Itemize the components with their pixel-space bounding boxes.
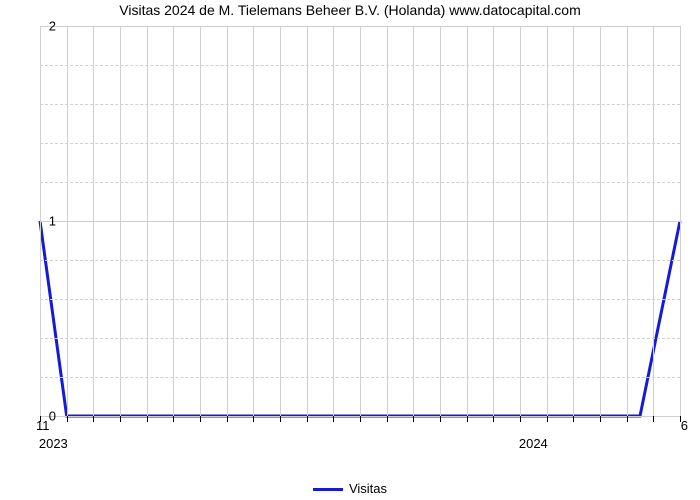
corner-right-value: 6 <box>681 418 688 433</box>
grid-vline <box>547 26 548 416</box>
grid-vline <box>680 26 681 416</box>
grid-vline <box>200 26 201 416</box>
grid-vline <box>360 26 361 416</box>
grid-vline <box>333 26 334 416</box>
grid-vline <box>653 26 654 416</box>
x-tick-mark <box>627 416 628 422</box>
y-tick-label: 1 <box>26 214 56 229</box>
grid-vline <box>627 26 628 416</box>
x-tick-mark <box>93 416 94 422</box>
x-tick-mark <box>253 416 254 422</box>
x-tick-mark <box>467 416 468 422</box>
legend: Visitas <box>0 481 700 496</box>
x-tick-mark <box>440 416 441 422</box>
x-tick-mark <box>280 416 281 422</box>
y-tick-label: 2 <box>26 19 56 34</box>
x-tick-mark <box>520 416 521 422</box>
corner-left-value: 11 <box>36 418 50 433</box>
x-tick-mark <box>360 416 361 422</box>
chart-container: { "chart": { "type": "line", "title": "V… <box>0 0 700 500</box>
x-tick-mark <box>200 416 201 422</box>
x-tick-mark <box>120 416 121 422</box>
x-tick-mark <box>600 416 601 422</box>
grid-vline <box>253 26 254 416</box>
x-tick-mark <box>573 416 574 422</box>
x-tick-mark <box>307 416 308 422</box>
x-tick-mark <box>413 416 414 422</box>
x-year-label: 2023 <box>39 436 68 451</box>
x-year-label: 2024 <box>519 436 548 451</box>
grid-vline <box>307 26 308 416</box>
grid-vline <box>413 26 414 416</box>
grid-vline <box>467 26 468 416</box>
x-tick-mark <box>653 416 654 422</box>
grid-vline <box>147 26 148 416</box>
x-tick-mark <box>387 416 388 422</box>
legend-label: Visitas <box>349 481 387 496</box>
x-tick-mark <box>173 416 174 422</box>
grid-vline <box>227 26 228 416</box>
legend-swatch <box>313 488 343 491</box>
plot-area <box>40 26 680 417</box>
x-tick-mark <box>227 416 228 422</box>
grid-vline <box>573 26 574 416</box>
grid-vline <box>440 26 441 416</box>
grid-vline <box>600 26 601 416</box>
x-tick-mark <box>67 416 68 422</box>
grid-vline <box>387 26 388 416</box>
grid-vline <box>93 26 94 416</box>
grid-vline <box>520 26 521 416</box>
grid-vline <box>280 26 281 416</box>
grid-vline <box>67 26 68 416</box>
x-tick-mark <box>333 416 334 422</box>
chart-title: Visitas 2024 de M. Tielemans Beheer B.V.… <box>0 2 700 18</box>
grid-vline <box>120 26 121 416</box>
grid-vline <box>493 26 494 416</box>
x-tick-mark <box>147 416 148 422</box>
x-tick-mark <box>547 416 548 422</box>
x-tick-mark <box>493 416 494 422</box>
grid-vline <box>173 26 174 416</box>
